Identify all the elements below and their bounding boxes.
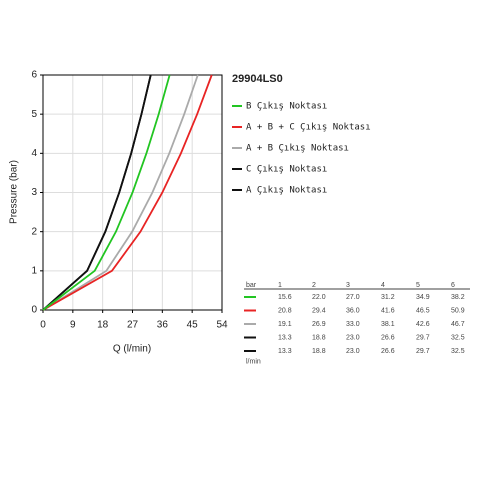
series-line (42, 74, 199, 311)
table-cell: 32.5 (451, 348, 465, 355)
table-cell: 13.3 (278, 348, 292, 355)
table-cell: 26.6 (381, 348, 395, 355)
x-tick-label: 54 (216, 320, 228, 331)
table-cell: 33.0 (346, 321, 360, 328)
table-cell: 27.0 (346, 294, 360, 301)
table-header: 4 (381, 282, 385, 289)
table-cell: 38.1 (381, 321, 395, 328)
table-cell: 23.0 (346, 348, 360, 355)
x-tick-label: 27 (127, 320, 139, 331)
legend-label: B Çıkış Noktası (246, 102, 327, 112)
x-axis-label: Q (l/min) (113, 344, 151, 355)
table-cell: 18.8 (312, 348, 326, 355)
x-tick-label: 9 (70, 320, 76, 331)
y-tick-label: 5 (31, 109, 37, 120)
table-footer: l/min (246, 358, 261, 365)
legend-label: A Çıkış Noktası (246, 186, 327, 196)
legend-label: A + B Çıkış Noktası (246, 144, 349, 154)
table-cell: 32.5 (451, 334, 465, 341)
table-cell: 29.4 (312, 307, 326, 314)
y-tick-label: 4 (31, 148, 37, 159)
table-cell: 15.6 (278, 294, 292, 301)
x-tick-label: 18 (97, 320, 109, 331)
table-header: 3 (346, 282, 350, 289)
table-header: 6 (451, 282, 455, 289)
y-axis-label: Pressure (bar) (9, 160, 20, 224)
table-cell: 18.8 (312, 334, 326, 341)
table-cell: 36.0 (346, 307, 360, 314)
table-header: bar (246, 282, 257, 289)
table-cell: 22.0 (312, 294, 326, 301)
table-cell: 46.7 (451, 321, 465, 328)
x-tick-label: 0 (40, 320, 46, 331)
table-cell: 46.5 (416, 307, 430, 314)
table-cell: 31.2 (381, 294, 395, 301)
legend-label: C Çıkış Noktası (246, 165, 327, 175)
table-cell: 19.1 (278, 321, 292, 328)
table-cell: 41.6 (381, 307, 395, 314)
table-cell: 29.7 (416, 348, 430, 355)
table-cell: 26.6 (381, 334, 395, 341)
y-tick-label: 1 (31, 265, 37, 276)
legend-label: A + B + C Çıkış Noktası (246, 123, 371, 133)
table-cell: 20.8 (278, 307, 292, 314)
table-header: 5 (416, 282, 420, 289)
y-tick-label: 2 (31, 226, 37, 237)
table-cell: 26.9 (312, 321, 326, 328)
table-cell: 38.2 (451, 294, 465, 301)
table-cell: 13.3 (278, 334, 292, 341)
y-tick-label: 3 (31, 187, 37, 198)
series-line (42, 74, 171, 311)
table-cell: 50.9 (451, 307, 465, 314)
series-line (42, 74, 213, 311)
table-cell: 34.9 (416, 294, 430, 301)
plot-frame (42, 74, 223, 311)
table-header: 1 (278, 282, 282, 289)
y-tick-label: 0 (31, 305, 37, 316)
x-tick-label: 45 (187, 320, 199, 331)
table-cell: 29.7 (416, 334, 430, 341)
series-line (42, 74, 152, 311)
table-cell: 23.0 (346, 334, 360, 341)
table-cell: 42.6 (416, 321, 430, 328)
y-tick-label: 6 (31, 70, 37, 81)
chart-title: 29904LS0 (232, 73, 283, 85)
table-header: 2 (312, 282, 316, 289)
x-tick-label: 36 (157, 320, 169, 331)
